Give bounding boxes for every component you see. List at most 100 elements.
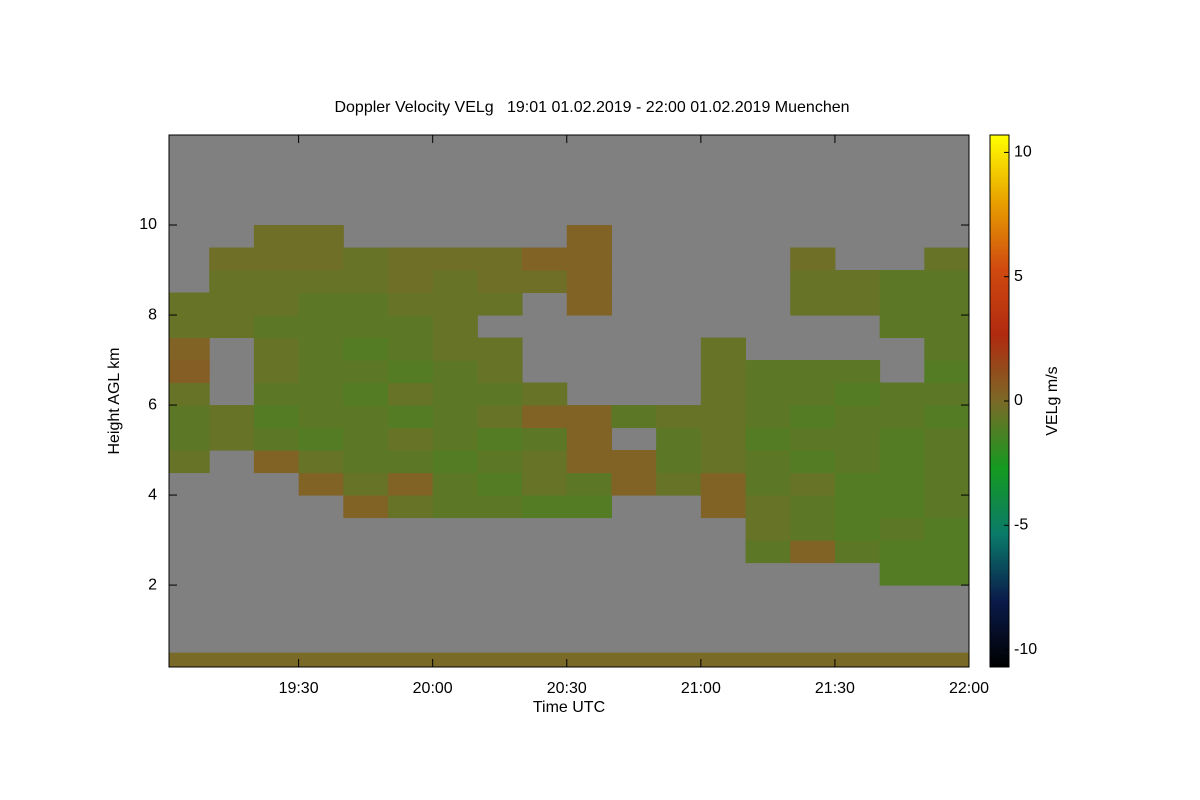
heatmap-cell	[790, 540, 836, 564]
heatmap-cell	[169, 292, 210, 316]
heatmap-cell	[298, 270, 344, 294]
colorbar-band	[990, 157, 1009, 160]
colorbar-band	[990, 359, 1009, 362]
x-tick-label: 21:00	[681, 680, 721, 697]
heatmap-cell	[879, 382, 925, 406]
heatmap-cell	[879, 292, 925, 316]
colorbar-band	[990, 349, 1009, 352]
heatmap-cell	[253, 225, 300, 249]
heatmap-cell	[477, 427, 523, 451]
colorbar-band	[990, 245, 1009, 248]
heatmap-cell	[298, 405, 344, 429]
colorbar-band	[990, 319, 1009, 322]
colorbar-band	[990, 425, 1009, 428]
colorbar-band	[990, 455, 1009, 458]
colorbar-band	[990, 221, 1009, 224]
colorbar-band	[990, 313, 1009, 316]
colorbar-band	[990, 387, 1009, 390]
colorbar-band	[990, 219, 1009, 222]
heatmap-cell	[343, 315, 389, 339]
colorbar-band	[990, 265, 1009, 268]
heatmap-cell	[745, 495, 791, 519]
heatmap-cell	[169, 315, 210, 339]
heatmap-cell	[432, 247, 478, 271]
colorbar-band	[990, 411, 1009, 414]
heatmap-cell	[209, 292, 255, 316]
heatmap-cell	[522, 427, 568, 451]
heatmap-cell	[477, 292, 523, 316]
colorbar-band	[990, 545, 1009, 548]
heatmap-cell	[790, 652, 836, 667]
heatmap-cell	[477, 360, 523, 384]
heatmap-cell	[834, 427, 881, 451]
heatmap-cell	[209, 405, 255, 429]
heatmap-cell	[656, 427, 702, 451]
heatmap-cell	[522, 382, 568, 406]
colorbar-band	[990, 395, 1009, 398]
heatmap-cell	[924, 270, 969, 294]
colorbar-band	[990, 553, 1009, 556]
heatmap-cell	[432, 382, 478, 406]
x-tick-label: 20:30	[547, 680, 587, 697]
heatmap-cell	[879, 270, 925, 294]
heatmap-cell	[834, 495, 881, 519]
colorbar-band	[990, 203, 1009, 206]
colorbar-band	[990, 201, 1009, 204]
heatmap-cell	[745, 360, 791, 384]
colorbar-band	[990, 365, 1009, 368]
heatmap-cell	[924, 247, 969, 271]
colorbar-band	[990, 607, 1009, 610]
heatmap-cell	[745, 427, 791, 451]
heatmap-cell	[611, 450, 657, 474]
colorbar-band	[990, 347, 1009, 350]
colorbar-band	[990, 391, 1009, 394]
heatmap-cell	[834, 270, 881, 294]
colorbar-band	[990, 649, 1009, 652]
colorbar-band	[990, 141, 1009, 144]
heatmap-cell	[477, 405, 523, 429]
colorbar-band	[990, 467, 1009, 470]
colorbar-band	[990, 345, 1009, 348]
heatmap-cell	[522, 405, 568, 429]
colorbar-band	[990, 243, 1009, 246]
colorbar-band	[990, 433, 1009, 436]
heatmap-cell	[522, 247, 568, 271]
colorbar-band	[990, 139, 1009, 142]
heatmap-cell	[169, 382, 210, 406]
colorbar-band	[990, 583, 1009, 586]
colorbar-band	[990, 303, 1009, 306]
heatmap-cell	[790, 495, 836, 519]
colorbar-band	[990, 253, 1009, 256]
heatmap-cell	[879, 495, 925, 519]
heatmap-cell	[253, 652, 300, 667]
colorbar-band	[990, 487, 1009, 490]
heatmap-cell	[700, 337, 747, 361]
heatmap-cell	[343, 652, 389, 667]
colorbar-band	[990, 549, 1009, 552]
heatmap-cell	[209, 315, 255, 339]
colorbar-band	[990, 499, 1009, 502]
colorbar-band	[990, 615, 1009, 618]
colorbar-band	[990, 409, 1009, 412]
colorbar-band	[990, 571, 1009, 574]
colorbar-band	[990, 445, 1009, 448]
heatmap-cell	[387, 450, 434, 474]
colorbar-band	[990, 385, 1009, 388]
heatmap-cell	[477, 382, 523, 406]
heatmap-cell	[343, 337, 389, 361]
colorbar-band	[990, 235, 1009, 238]
colorbar-band	[990, 195, 1009, 198]
colorbar-band	[990, 289, 1009, 292]
heatmap-cell	[834, 405, 881, 429]
colorbar-band	[990, 145, 1009, 148]
colorbar-band	[990, 199, 1009, 202]
heatmap-cell	[477, 472, 523, 496]
heatmap-cell	[432, 495, 478, 519]
heatmap-cell	[298, 382, 344, 406]
colorbar-band	[990, 415, 1009, 418]
heatmap-cell	[169, 450, 210, 474]
heatmap-cell	[343, 382, 389, 406]
heatmap-cell	[566, 292, 612, 316]
heatmap-cell	[387, 427, 434, 451]
heatmap-cell	[477, 247, 523, 271]
